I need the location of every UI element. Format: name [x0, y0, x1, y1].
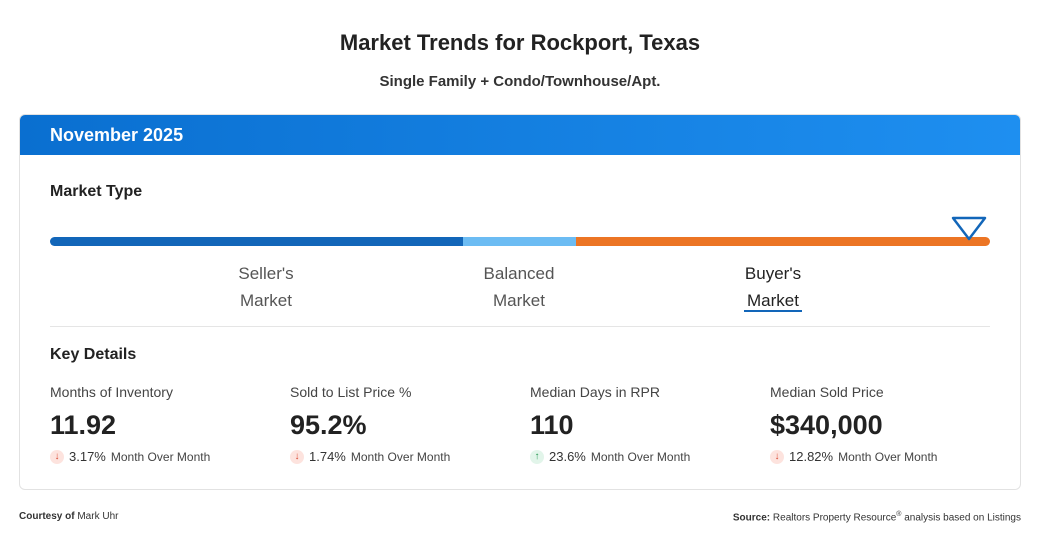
- market-indicator-icon: [951, 216, 987, 241]
- seller-market-label-line2: Market: [240, 291, 292, 310]
- metric-change-period: Month Over Month: [350, 449, 451, 464]
- balanced-market-label-line2: Market: [493, 291, 545, 310]
- metric-median-days: Median Days in RPR 110 ↑ 23.6% Month Ove…: [530, 384, 760, 464]
- arrow-down-icon: ↓: [290, 449, 304, 464]
- metric-change-percent: 3.17%: [69, 449, 106, 464]
- seller-market-label-line1: Seller's: [238, 264, 294, 283]
- metric-change: ↓ 12.82% Month Over Month: [770, 449, 1000, 464]
- market-type-heading: Market Type: [50, 183, 143, 200]
- metric-months-of-inventory: Months of Inventory 11.92 ↓ 3.17% Month …: [50, 384, 280, 464]
- buyer-market-label-line2: Market: [747, 291, 799, 310]
- metric-change: ↓ 3.17% Month Over Month: [50, 449, 280, 464]
- metric-change: ↓ 1.74% Month Over Month: [290, 449, 520, 464]
- courtesy-prefix: Courtesy of: [19, 511, 75, 522]
- metric-change-percent: 12.82%: [789, 449, 834, 464]
- arrow-down-icon: ↓: [50, 449, 64, 464]
- metric-change: ↑ 23.6% Month Over Month: [530, 449, 760, 464]
- page-title: Market Trends for Rockport, Texas: [339, 30, 701, 55]
- source-registered-mark: ®: [896, 511, 902, 518]
- metric-value: 95.2%: [290, 410, 367, 440]
- market-card: November 2025 Market Type Seller's Marke…: [19, 114, 1021, 490]
- buyer-market-label: Buyer's Market: [723, 260, 823, 314]
- courtesy-name: Mark Uhr: [77, 511, 119, 522]
- metric-value: 110: [530, 410, 574, 440]
- metric-sold-to-list: Sold to List Price % 95.2% ↓ 1.74% Month…: [290, 384, 520, 464]
- balanced-segment: [463, 237, 576, 246]
- arrow-up-icon: ↑: [530, 449, 544, 464]
- source-note: Source: Realtors Property Resource® anal…: [733, 511, 1021, 523]
- seller-market-label: Seller's Market: [216, 260, 316, 314]
- metric-name: Median Sold Price: [770, 384, 884, 400]
- metric-change-period: Month Over Month: [590, 449, 691, 464]
- seller-segment: [50, 237, 463, 246]
- source-suffix: analysis based on Listings: [904, 512, 1021, 524]
- courtesy-note: Courtesy of Mark Uhr: [19, 511, 118, 522]
- metric-change-percent: 1.74%: [309, 449, 346, 464]
- section-divider: [50, 326, 990, 327]
- buyer-market-label-line1: Buyer's: [744, 264, 802, 283]
- metric-value: 11.92: [50, 410, 117, 440]
- metric-change-period: Month Over Month: [110, 449, 211, 464]
- arrow-down-icon: ↓: [770, 449, 784, 464]
- balanced-market-label-line1: Balanced: [483, 264, 555, 283]
- source-prefix: Source:: [732, 512, 771, 524]
- market-type-bar: [50, 237, 990, 246]
- active-market-underline: [744, 310, 802, 312]
- metric-change-percent: 23.6%: [549, 449, 586, 464]
- metric-name: Median Days in RPR: [530, 384, 660, 400]
- metric-median-sold-price: Median Sold Price $340,000 ↓ 12.82% Mont…: [770, 384, 1000, 464]
- key-details-heading: Key Details: [50, 346, 137, 363]
- period-header: November 2025: [20, 115, 1020, 155]
- metric-change-period: Month Over Month: [838, 449, 938, 464]
- metric-name: Months of Inventory: [50, 384, 173, 400]
- balanced-market-label: Balanced Market: [469, 260, 569, 314]
- metric-name: Sold to List Price %: [290, 384, 412, 400]
- page-subtitle: Single Family + Condo/Townhouse/Apt.: [379, 73, 661, 90]
- source-text: Realtors Property Resource: [772, 512, 897, 524]
- buyer-segment: [576, 237, 990, 246]
- metric-value: $340,000: [770, 410, 883, 440]
